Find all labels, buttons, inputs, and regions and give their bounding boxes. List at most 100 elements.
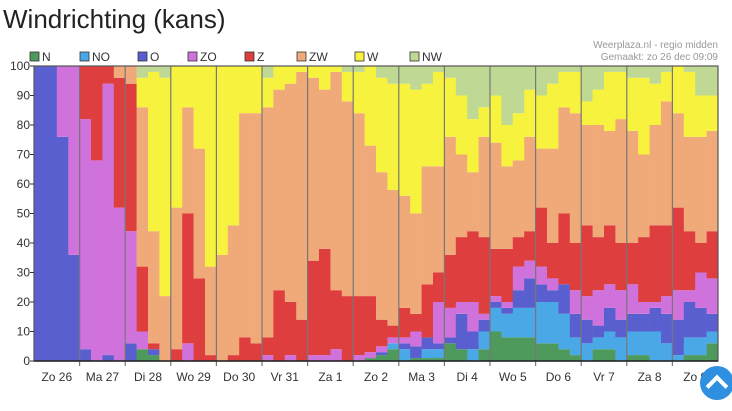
bar-segment-z	[410, 313, 422, 332]
scroll-to-top-button[interactable]	[700, 366, 732, 400]
bar-segment-zw	[524, 136, 536, 232]
bar-segment-zw	[569, 113, 582, 243]
bar-segment-zo	[433, 302, 445, 344]
bar-segment-zw	[455, 154, 468, 238]
bar-segment-o	[569, 313, 582, 338]
bar-segment-n	[512, 337, 525, 361]
bar-segment-zw	[296, 71, 308, 320]
bar-segment-n	[410, 358, 422, 361]
y-tick-label: 10	[17, 325, 31, 339]
bar-segment-zo	[410, 331, 422, 347]
bar-segment-w	[319, 66, 331, 90]
bar-segment-w	[615, 71, 628, 120]
bar-segment-zo	[490, 296, 502, 302]
bar-segment-o	[638, 313, 650, 332]
bar-segment-n	[387, 349, 400, 361]
bar-segment-o	[695, 307, 707, 338]
y-tick-label: 80	[17, 118, 31, 132]
bar-segment-z	[341, 296, 354, 361]
bar-segment-no	[490, 307, 502, 332]
bar-segment-zw	[615, 119, 628, 243]
x-tick-label: Ma 3	[408, 370, 435, 384]
bar-segment-w	[535, 95, 548, 149]
bar-segment-o	[467, 331, 479, 350]
bar-segment-z	[615, 243, 628, 291]
legend-swatch-z	[244, 51, 255, 62]
bar-segment-zw	[592, 125, 605, 238]
bar-segment-zw	[159, 296, 172, 361]
bar-segment-w	[547, 83, 559, 149]
bar-segment-zw	[444, 136, 457, 255]
bar-segment-no	[558, 313, 571, 350]
x-tick-label: Za 8	[638, 370, 662, 384]
bar-segment-w	[478, 107, 491, 137]
bar-segment-w	[284, 66, 297, 84]
bar-segment-n	[501, 337, 514, 361]
credit-source: Weerplaza.nl - regio midden	[593, 40, 718, 51]
y-tick-label: 30	[17, 266, 31, 280]
legend-label-nw: NW	[422, 50, 443, 64]
bar-segment-zo	[501, 302, 514, 308]
bar-segment-w	[421, 83, 434, 167]
bar-segment-nw	[455, 66, 468, 96]
bar-segment-w	[695, 95, 707, 137]
y-tick-label: 50	[17, 207, 31, 221]
bar-segment-zw	[273, 89, 286, 291]
bar-segment-no	[387, 343, 400, 350]
bar-segment-n	[421, 358, 434, 361]
y-tick-label: 60	[17, 177, 31, 191]
bar-segment-no	[695, 337, 707, 356]
bar-segment-zw	[227, 225, 240, 356]
bar-segment-w	[444, 77, 457, 137]
bar-segment-w	[649, 83, 662, 125]
legend-swatch-nw	[409, 51, 420, 62]
bar-segment-w	[170, 66, 183, 208]
bar-segment-z	[444, 254, 457, 308]
bar-segment-w	[376, 77, 388, 173]
x-tick-label: Zo 26	[41, 370, 72, 384]
bar-segment-z	[695, 243, 707, 273]
bar-segment-o	[102, 355, 115, 361]
bar-segment-no	[524, 307, 536, 338]
bar-segment-z	[501, 248, 514, 302]
bar-segment-w	[455, 95, 468, 155]
bar-segment-zo	[672, 290, 685, 320]
bar-segment-zo	[467, 302, 479, 332]
bar-segment-zw	[148, 231, 160, 344]
bar-segment-w	[638, 77, 650, 155]
bar-segment-o	[79, 349, 92, 361]
bar-segment-nw	[524, 66, 536, 90]
bar-segment-zw	[182, 107, 194, 214]
bar-segment-w	[262, 77, 274, 108]
bar-segment-no	[604, 331, 616, 350]
bar-segment-z	[205, 355, 217, 361]
bar-segment-o	[592, 325, 605, 338]
bar-segment-zo	[91, 160, 103, 361]
bar-segment-o	[56, 136, 69, 361]
bar-segment-w	[273, 66, 286, 90]
bar-segment-zw	[535, 148, 548, 208]
bar-segment-z	[455, 237, 468, 302]
bar-segment-zo	[182, 343, 194, 361]
bar-segment-z	[193, 278, 206, 361]
bar-segment-o	[68, 254, 80, 361]
bar-segment-nw	[478, 66, 491, 108]
bar-segment-n	[148, 355, 160, 361]
bar-segment-n	[706, 343, 719, 361]
x-tick-label: Ma 27	[86, 370, 120, 384]
bar-segment-z	[604, 225, 616, 285]
bar-segment-zw	[672, 113, 685, 208]
bar-segment-z	[250, 343, 263, 361]
bar-segment-z	[478, 237, 491, 314]
bar-segment-z	[102, 66, 115, 84]
bar-segment-nw	[626, 66, 639, 78]
bar-segment-o	[649, 307, 662, 332]
bar-segment-z	[376, 319, 388, 347]
bar-segment-w	[205, 66, 217, 267]
bar-segment-no	[649, 331, 662, 361]
bar-segment-o	[125, 343, 137, 361]
bar-segment-zo	[661, 296, 673, 314]
bar-segment-w	[592, 89, 605, 125]
bar-segment-zo	[512, 266, 525, 291]
legend-label-n: N	[42, 50, 51, 64]
